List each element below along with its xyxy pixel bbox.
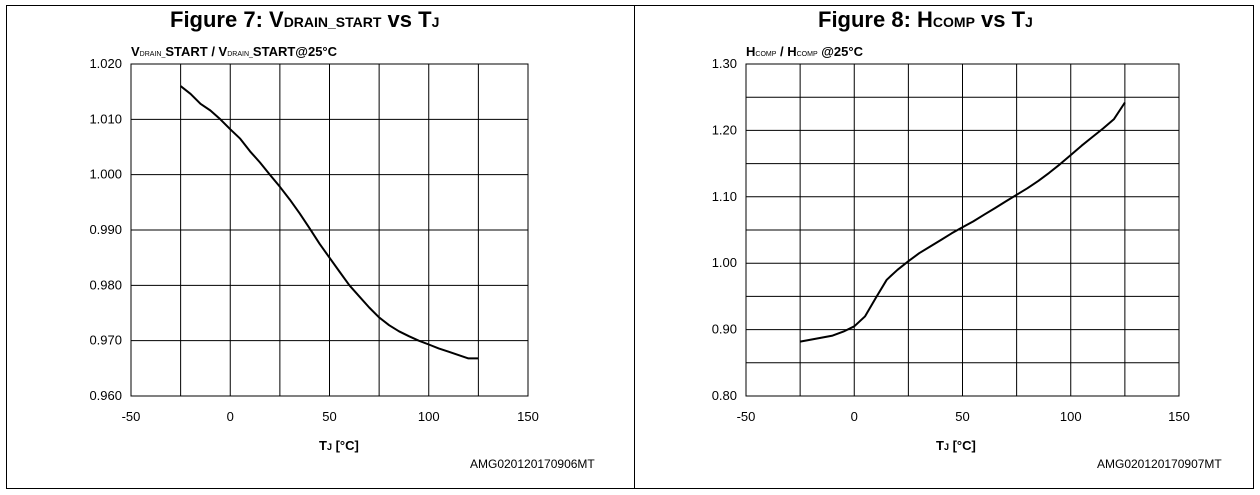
chart1-title-main: Figure 7: V xyxy=(170,7,284,32)
chart1-xlabel-unit: [°C] xyxy=(331,438,359,453)
chart1-xlabel-sub: J xyxy=(326,442,332,452)
chart2-ylabel-p0: H xyxy=(746,44,756,59)
chart1-xtick-label: 50 xyxy=(322,409,336,424)
chart1-ylabel-p3: DRAIN_ xyxy=(227,51,253,58)
chart1-ylabel-p1: DRAIN_ xyxy=(139,51,166,58)
chart1-title-sub: DRAIN_START xyxy=(283,14,382,30)
chart1-series-line xyxy=(179,85,479,360)
chart2-ytick-label: 1.20 xyxy=(712,122,737,137)
chart2-ylabel-p3: COMP xyxy=(796,51,818,58)
chart1-ytick-label: 0.970 xyxy=(89,333,122,348)
chart1-xlabel-main: T xyxy=(319,438,327,453)
chart2-ylabel-p1: COMP xyxy=(755,51,777,58)
chart1-title-vs: vs T xyxy=(381,7,432,32)
chart1-xlabel: TJ [°C] xyxy=(319,438,359,453)
chart2-title-sub: COMP xyxy=(932,14,975,30)
chart2-ylabel: HCOMP / HCOMP @25°C xyxy=(746,44,863,63)
chart1-xtick-label: 0 xyxy=(227,409,234,424)
chart1-ylabel-p4: START@25°C xyxy=(252,44,338,59)
chart2-ytick-label: 1.30 xyxy=(712,56,737,71)
chart2-ytick-label: 0.80 xyxy=(712,388,737,403)
chart1-ytick-label: 0.960 xyxy=(89,388,122,403)
chart2-title: Figure 8: HCOMP vs TJ xyxy=(818,8,1033,34)
chart1-xtick-label: -50 xyxy=(122,409,141,424)
chart2-xtick-label: 150 xyxy=(1168,409,1190,424)
chart1-ytick-label: 1.010 xyxy=(89,111,122,126)
panel-divider xyxy=(634,5,635,489)
chart2-ytick-label: 0.90 xyxy=(712,322,737,337)
chart1-ylabel-p0: V xyxy=(131,44,140,59)
chart2-xlabel-unit: [°C] xyxy=(948,438,976,453)
chart2-ytick-label: 1.00 xyxy=(712,255,737,270)
chart1-ytick-label: 1.000 xyxy=(89,167,122,182)
chart2-xtick-label: -50 xyxy=(737,409,756,424)
chart2-xtick-label: 50 xyxy=(955,409,969,424)
chart2-xlabel-sub: J xyxy=(943,442,949,452)
chart2-xlabel: TJ [°C] xyxy=(936,438,976,453)
chart2-ylabel-p4: @25°C xyxy=(817,44,863,59)
chart2-title-vs-sub: J xyxy=(1025,14,1033,30)
chart1-title-vs-sub: J xyxy=(431,14,440,30)
chart2-xlabel-main: T xyxy=(936,438,944,453)
chart2-ylabel-p2: / H xyxy=(776,44,797,59)
chart1-ytick-label: 0.990 xyxy=(89,222,122,237)
chart2-title-main: Figure 8: H xyxy=(818,7,933,32)
chart1-ylabel-p2: START / V xyxy=(165,44,228,59)
chart1-xtick-label: 100 xyxy=(418,409,440,424)
figure-frame xyxy=(6,5,1254,489)
chart1-ylabel: VDRAIN_START / VDRAIN_START@25°C xyxy=(131,44,337,63)
chart2-xtick-label: 0 xyxy=(851,409,858,424)
chart2-xtick-label: 100 xyxy=(1060,409,1082,424)
chart1-code: AMG020120170906MT xyxy=(470,457,595,471)
chart1-xtick-label: 150 xyxy=(517,409,539,424)
chart1-ytick-label: 0.980 xyxy=(89,277,122,292)
chart2-title-vs: vs T xyxy=(974,7,1026,32)
chart2-ytick-label: 1.10 xyxy=(712,189,737,204)
chart2-code: AMG020120170907MT xyxy=(1097,457,1222,471)
chart1-title: Figure 7: VDRAIN_START vs TJ xyxy=(170,8,439,34)
chart1-ytick-label: 1.020 xyxy=(89,56,122,71)
chart2-series-line xyxy=(799,101,1126,343)
